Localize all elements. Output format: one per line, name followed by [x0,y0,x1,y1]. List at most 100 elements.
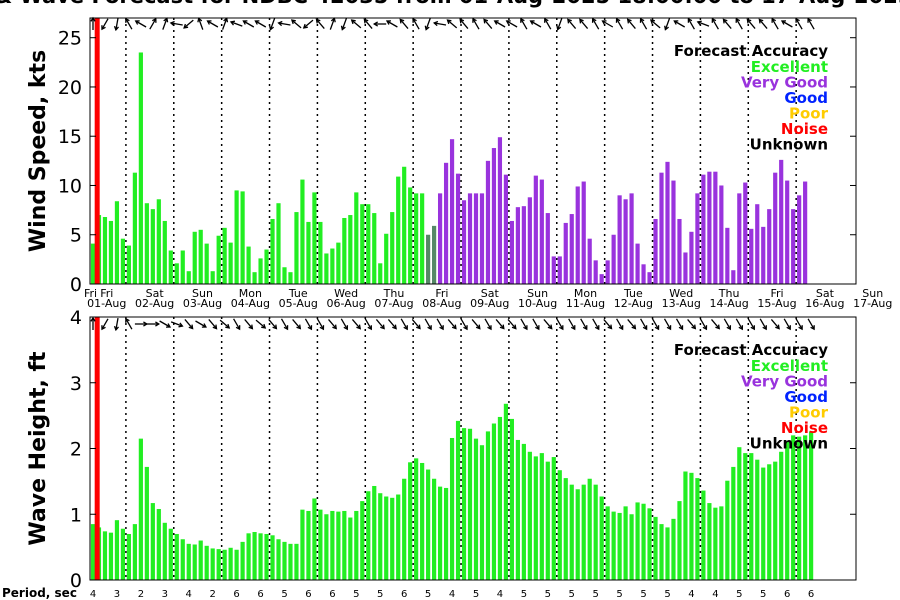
wind-bar [623,199,628,284]
direction-arrow [627,318,637,330]
legend-title: Forecast Accuracy [674,42,828,60]
wave-bar [557,470,562,580]
direction-arrow [747,318,755,331]
direction-arrow [101,318,109,331]
weekday-label: Sun [862,287,883,300]
direction-arrow [134,20,147,28]
wind-bar [324,253,329,284]
direction-arrow [412,17,420,30]
direction-arrow [687,17,695,30]
direction-arrow [651,318,660,331]
direction-arrow [795,318,803,331]
direction-arrow [400,318,408,331]
direction-arrow [329,17,336,30]
wave-bar [587,478,592,580]
wave-bar [503,403,509,580]
direction-arrow [626,18,636,30]
wind-bar [396,176,401,284]
date-label: 11-Aug [566,297,605,310]
direction-arrow [328,318,338,330]
direction-arrow [113,17,119,32]
wind-bar [569,214,574,284]
wave-bar [533,456,538,580]
wave-bar [809,431,814,580]
direction-arrow [170,321,184,328]
wave-bar [336,511,341,580]
wave-bar [599,496,604,580]
wind-bar [372,213,377,284]
direction-arrow [544,17,552,30]
wave-height-panel: 0 1 2 3 4 Wave Height, ft Forecast AccuracyExc… [26,307,857,592]
wave-bar [186,543,191,580]
wind-bar [713,171,718,284]
y-tick-label: 3 [70,373,82,395]
wave-bar [150,503,155,580]
direction-arrow [219,319,231,329]
wind-bar [90,243,96,284]
y-tick-label: 0 [70,274,82,296]
direction-arrow [649,19,661,29]
wave-bar [402,478,407,580]
y-axis-label: Wave Height, ft [26,351,51,546]
wave-bar [701,490,706,580]
direction-arrow [807,17,815,30]
period-value: 5 [616,589,622,600]
wind-bar [234,190,239,284]
direction-arrow [532,318,540,331]
wind-bar [455,173,461,284]
wave-bar [731,466,736,580]
wave-bar [689,472,694,580]
date-label: 16-Aug [805,297,844,310]
wind-bar [473,193,479,284]
direction-arrow [780,20,793,28]
wind-bar [743,182,748,284]
chart-title: & Wave Forecast for NDBC 42035 from 01-A… [0,0,900,8]
wind-bar [509,220,514,284]
direction-arrow [735,17,743,30]
weekday-label: Sat [146,287,165,300]
direction-arrow [770,318,780,330]
period-value: 6 [257,589,263,600]
wave-bar [270,535,275,580]
wave-bar [485,431,491,580]
period-value: 5 [521,589,527,600]
direction-arrow [601,20,614,28]
date-label: 17-Aug [853,297,892,310]
wind-bar [791,209,796,284]
wind-bar [467,193,473,284]
wind-bar [336,242,341,284]
direction-arrow [268,318,278,330]
wave-bar [384,496,389,580]
wind-bar [437,193,443,284]
wave-bar [294,543,299,580]
period-value: 4 [449,589,455,600]
date-label: 15-Aug [757,297,796,310]
wind-bar [264,249,269,284]
wave-bar [443,487,449,580]
direction-arrow [675,318,684,331]
wave-bar [258,533,263,580]
direction-arrow [169,20,183,27]
legend-item: Noise [781,419,828,437]
wind-bar [779,159,784,284]
wind-bar [449,139,455,284]
wave-bar [252,532,257,580]
wind-bar [545,213,550,284]
weekday-label: Sat [481,287,500,300]
direction-arrow [505,20,518,28]
period-value: 6 [808,589,814,600]
direction-arrow [411,318,421,330]
direction-arrow [615,17,624,30]
direction-arrow [758,18,768,30]
wind-bar [366,204,371,284]
wind-bar [689,231,694,284]
wave-bar [414,458,419,580]
wind-bar [683,252,688,284]
direction-arrow [711,17,719,30]
wind-bar [803,181,808,284]
direction-arrow [90,16,96,30]
wave-bar [192,544,197,580]
wave-bar [174,533,179,580]
wind-bar [282,267,287,284]
wind-bar [701,174,706,284]
